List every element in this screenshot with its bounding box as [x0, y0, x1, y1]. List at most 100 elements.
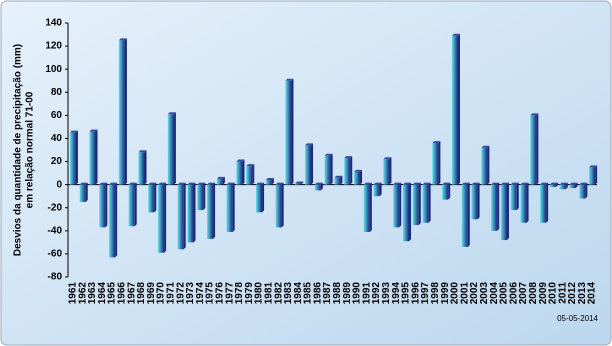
bar-top	[432, 141, 441, 144]
y-tick-label: 20	[51, 156, 63, 167]
x-tick-label: 1992	[371, 282, 382, 305]
y-tick-label: -60	[48, 249, 63, 260]
bar-top	[442, 182, 451, 185]
y-tick-label: -40	[48, 225, 63, 236]
bar-top	[451, 33, 460, 36]
x-tick-label: 2002	[469, 282, 480, 305]
bar-side	[438, 141, 441, 185]
bar-side	[487, 145, 490, 185]
x-tick-label: 1963	[87, 282, 98, 305]
x-tick-label: 2004	[489, 282, 500, 305]
bar-side	[252, 164, 255, 185]
bar-top	[412, 182, 421, 185]
bar-top	[344, 156, 353, 159]
bar-side	[575, 182, 578, 189]
bar-side	[281, 182, 284, 228]
bar-side	[555, 182, 558, 187]
x-tick-label: 1985	[303, 282, 314, 305]
bar-side	[399, 182, 402, 228]
bar	[500, 184, 507, 241]
bar-side	[193, 182, 196, 243]
bar	[109, 184, 116, 258]
bar	[285, 80, 292, 185]
bar-side	[418, 182, 421, 226]
x-tick-label: 2006	[508, 282, 519, 305]
bar-top	[402, 182, 412, 185]
x-tick-label: 2007	[518, 282, 529, 305]
bar	[461, 184, 468, 247]
bar-side	[546, 182, 549, 223]
bar-top	[177, 182, 186, 185]
x-tick-label: 1983	[283, 282, 294, 305]
bar-top	[197, 182, 206, 185]
bar-side	[232, 182, 235, 232]
x-tick-label: 1961	[68, 282, 79, 305]
bar-side	[467, 182, 470, 247]
bar	[363, 184, 370, 232]
bar	[207, 184, 214, 239]
bar	[236, 161, 243, 185]
bar	[353, 171, 361, 185]
bar-side	[203, 182, 206, 211]
bar	[422, 184, 429, 223]
x-tick-label: 2010	[548, 282, 559, 305]
x-tick-label: 1993	[381, 282, 392, 305]
x-tick-label: 2003	[479, 282, 490, 305]
bar-side	[340, 175, 343, 185]
y-tick-label: 120	[45, 41, 62, 52]
bar-side	[85, 182, 88, 202]
bar	[530, 115, 537, 185]
bar	[275, 184, 282, 228]
bar-top	[500, 182, 509, 185]
x-tick-label: 1977	[224, 282, 235, 305]
bar-side	[330, 153, 333, 185]
bar	[540, 184, 547, 223]
bar	[187, 184, 194, 243]
bar-top	[324, 153, 333, 156]
bar-side	[134, 182, 137, 227]
bar-side	[448, 182, 451, 200]
x-tick-label: 1998	[430, 282, 441, 305]
x-tick-label: 1965	[107, 282, 118, 305]
bar-side	[213, 182, 216, 239]
x-tick-label: 1964	[97, 282, 108, 305]
bar	[197, 184, 204, 211]
y-tick-label: 80	[51, 87, 63, 98]
bar-side	[369, 182, 372, 232]
bar-side	[350, 156, 353, 185]
bar-top	[559, 182, 568, 185]
bar	[79, 184, 86, 202]
bar-side	[242, 159, 245, 185]
x-tick-label: 1981	[263, 282, 274, 305]
x-tick-label: 1999	[440, 282, 451, 305]
bar-top	[246, 164, 255, 167]
x-tick-label: 2005	[499, 282, 510, 305]
bar	[451, 35, 458, 185]
y-tick-label: 0	[56, 179, 62, 190]
bar-side	[301, 181, 304, 185]
bar	[579, 184, 586, 199]
bar-top	[285, 78, 294, 81]
bar-top	[128, 182, 137, 185]
bar-side	[565, 182, 568, 190]
bar	[216, 178, 223, 185]
bar-side	[173, 112, 176, 185]
x-tick-label: 1970	[156, 282, 167, 305]
bar-top	[255, 182, 265, 185]
bar-side	[536, 113, 539, 185]
y-tick-label: 40	[51, 133, 63, 144]
bar	[393, 184, 400, 228]
bar	[334, 177, 341, 185]
bar-side	[115, 182, 118, 258]
bar-top	[491, 182, 500, 185]
bar-side	[585, 182, 588, 199]
x-tick-label: 1971	[166, 282, 177, 305]
bar	[559, 184, 566, 190]
x-tick-label: 2009	[538, 282, 549, 305]
bar-top	[187, 182, 196, 185]
x-tick-label: 1966	[117, 282, 128, 305]
x-tick-label: 1990	[352, 282, 363, 305]
bar-top	[89, 129, 98, 132]
bar-side	[105, 182, 108, 228]
x-tick-label: 1974	[195, 282, 206, 305]
